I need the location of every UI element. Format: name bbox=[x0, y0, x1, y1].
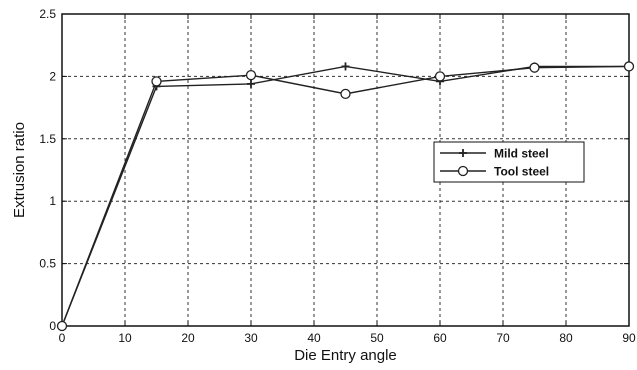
data-point-tool-steel bbox=[340, 88, 351, 100]
data-point-mild-steel bbox=[247, 79, 255, 88]
data-point-tool-steel bbox=[529, 62, 540, 73]
y-tick-label: 0.5 bbox=[39, 257, 56, 271]
legend-marker bbox=[457, 165, 469, 177]
data-point-mild-steel bbox=[341, 62, 350, 71]
y-axis-label: Extrusion ratio bbox=[11, 122, 28, 218]
x-tick-label: 0 bbox=[59, 331, 66, 345]
y-tick-label: 2.5 bbox=[39, 7, 56, 21]
data-point-tool-steel bbox=[623, 61, 635, 72]
legend-item-mild-steel: Mild steel bbox=[440, 147, 549, 161]
series-tool-steel bbox=[56, 61, 635, 332]
legend: Mild steel Tool steel bbox=[433, 141, 585, 183]
y-axis-ticks: 0 0.5 1 1.5 2 2.5 bbox=[39, 7, 629, 333]
x-tick-label: 60 bbox=[433, 331, 447, 345]
legend-marker bbox=[459, 149, 467, 157]
x-tick-label: 10 bbox=[118, 331, 132, 345]
legend-label: Mild steel bbox=[494, 147, 549, 161]
data-point-tool-steel bbox=[434, 71, 446, 82]
y-tick-label: 1.5 bbox=[39, 132, 56, 146]
x-tick-label: 70 bbox=[496, 331, 510, 345]
legend-label: Tool steel bbox=[494, 165, 549, 179]
grid-lines bbox=[62, 14, 629, 326]
legend-box bbox=[433, 141, 585, 183]
y-tick-label: 0 bbox=[49, 319, 56, 333]
x-tick-label: 40 bbox=[307, 331, 321, 345]
data-point-tool-steel bbox=[151, 76, 162, 87]
legend-item-tool-steel: Tool steel bbox=[440, 165, 549, 179]
axes-frame bbox=[61, 13, 630, 327]
data-point-tool-steel bbox=[56, 320, 68, 332]
x-tick-label: 90 bbox=[622, 331, 636, 345]
x-tick-label: 30 bbox=[244, 331, 258, 345]
data-point-tool-steel bbox=[245, 70, 257, 81]
x-tick-label: 50 bbox=[370, 331, 384, 345]
y-tick-label: 1 bbox=[49, 194, 56, 208]
x-axis-ticks: 0 10 20 30 40 50 60 70 80 90 bbox=[59, 14, 636, 345]
x-tick-label: 20 bbox=[181, 331, 195, 345]
x-tick-label: 80 bbox=[559, 331, 573, 345]
x-axis-label: Die Entry angle bbox=[294, 347, 397, 364]
y-tick-label: 2 bbox=[49, 69, 56, 83]
